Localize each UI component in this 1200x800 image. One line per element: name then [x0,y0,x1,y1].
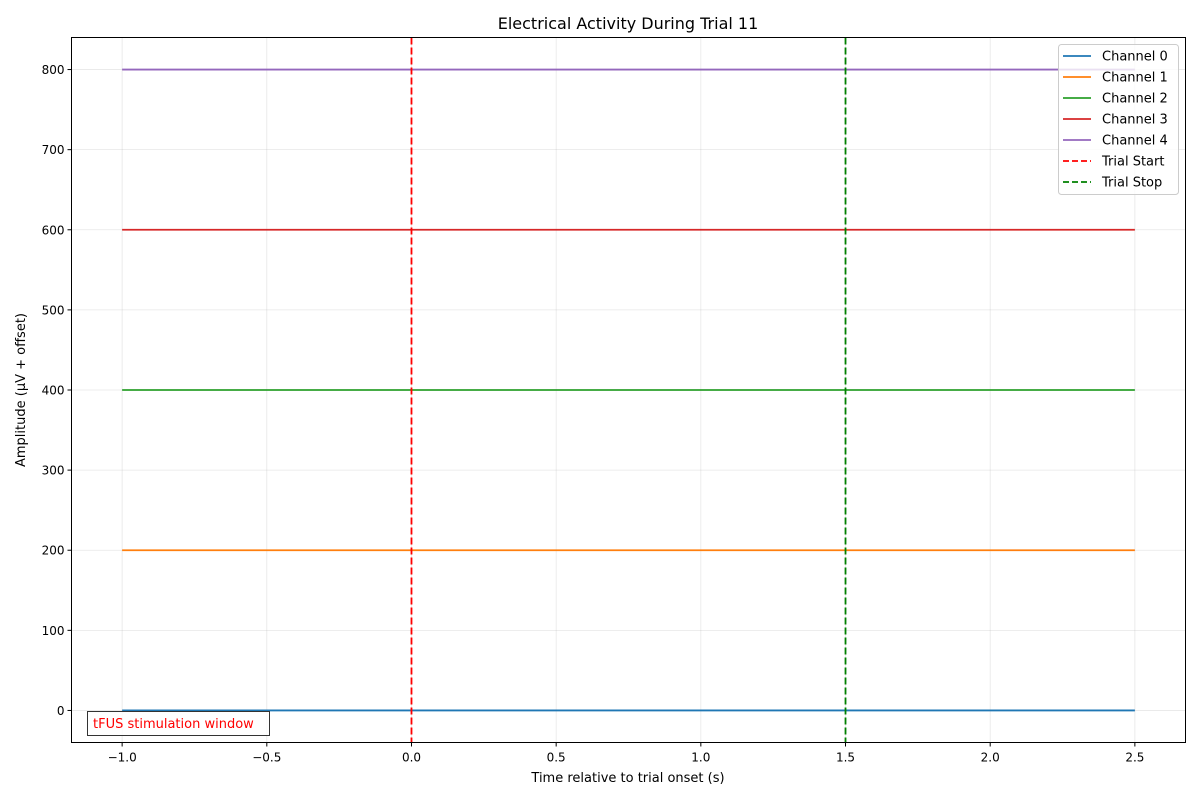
x-tick-label: −1.0 [108,751,137,765]
x-ticks: −1.0 −0.5 0.0 0.5 1.0 1.5 2.0 2.5 [108,742,1144,765]
legend-label-channel-4: Channel 4 [1102,134,1168,149]
vline-layer [410,37,847,743]
x-tick-label: 0.5 [547,751,566,765]
x-tick-label: 1.0 [691,751,710,765]
y-tick-label: 700 [42,143,65,157]
series-layer [122,68,1135,712]
y-tick-label: 400 [42,384,65,398]
annotation-text: tFUS stimulation window [93,717,254,732]
y-tick-label: 600 [42,223,65,237]
y-tick-label: 100 [42,624,65,638]
y-tick-label: 200 [42,544,65,558]
annotation-frame [87,711,270,736]
legend: Channel 0 Channel 1 Channel 2 Channel 3 Chan… [1058,44,1179,195]
legend-label-trial-stop: Trial Stop [1101,176,1162,191]
legend-label-channel-1: Channel 1 [1102,71,1168,86]
legend-label-trial-start: Trial Start [1101,155,1164,170]
legend-label-channel-3: Channel 3 [1102,113,1168,128]
x-axis-label: Time relative to trial onset (s) [530,771,724,786]
x-tick-label: 1.5 [836,751,855,765]
y-tick-label: 800 [42,63,65,77]
y-tick-label: 300 [42,464,65,478]
chart-title: Electrical Activity During Trial 11 [498,14,759,33]
annotation-box: tFUS stimulation window [87,711,270,736]
legend-entries: Channel 0 Channel 1 Channel 2 Channel 3 Chan… [1063,50,1168,191]
y-tick-label: 500 [42,303,65,317]
y-ticks: 0 100 200 300 400 500 600 700 800 [42,63,72,718]
y-tick-label: 0 [57,704,65,718]
x-tick-label: 2.0 [981,751,1000,765]
legend-label-channel-2: Channel 2 [1102,92,1168,107]
legend-label-channel-0: Channel 0 [1102,50,1168,65]
x-tick-label: 0.0 [402,751,421,765]
y-axis-label: Amplitude (µV + offset) [14,313,29,467]
x-tick-label: 2.5 [1125,751,1144,765]
x-tick-label: −0.5 [252,751,281,765]
legend-frame [1058,44,1179,195]
